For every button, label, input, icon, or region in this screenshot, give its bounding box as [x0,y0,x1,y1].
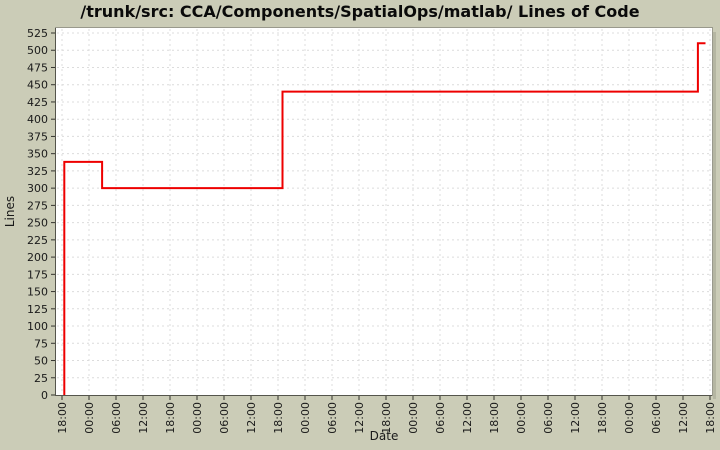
x-tick-label: 18:00 [380,402,393,434]
plot-background [56,28,712,395]
x-tick-label: 06:00 [650,402,663,434]
y-tick-label: 225 [27,234,48,247]
y-tick-label: 125 [27,303,48,316]
x-tick-label: 06:00 [326,402,339,434]
x-tick-label: 12:00 [677,402,690,434]
x-tick-label: 18:00 [272,402,285,434]
y-tick-label: 25 [34,372,48,385]
y-tick-label: 250 [27,217,48,230]
y-tick-label: 75 [34,337,48,350]
y-tick-label: 300 [27,182,48,195]
y-tick-label: 500 [27,44,48,57]
y-tick-label: 525 [27,27,48,40]
x-tick-label: 12:00 [245,402,258,434]
x-tick-label: 18:00 [56,402,69,434]
x-tick-label: 12:00 [461,402,474,434]
x-tick-label: 18:00 [596,402,609,434]
y-tick-label: 275 [27,199,48,212]
x-tick-label: 00:00 [191,402,204,434]
chart-title: /trunk/src: CCA/Components/SpatialOps/ma… [80,2,640,21]
x-tick-label: 00:00 [515,402,528,434]
x-tick-label: 06:00 [542,402,555,434]
y-tick-label: 175 [27,268,48,281]
x-tick-label: 18:00 [164,402,177,434]
y-axis-title: Lines [3,196,17,227]
y-tick-label: 0 [41,389,48,402]
x-tick-label: 00:00 [623,402,636,434]
plot-shadow [713,32,716,399]
y-tick-label: 375 [27,130,48,143]
x-tick-label: 00:00 [299,402,312,434]
x-tick-label: 12:00 [569,402,582,434]
x-tick-label: 06:00 [218,402,231,434]
y-tick-label: 325 [27,165,48,178]
x-tick-label: 06:00 [434,402,447,434]
y-tick-label: 350 [27,148,48,161]
x-tick-label: 12:00 [353,402,366,434]
x-tick-label: 12:00 [137,402,150,434]
y-tick-label: 400 [27,113,48,126]
y-tick-label: 475 [27,61,48,74]
x-tick-label: 06:00 [110,402,123,434]
x-axis-title: Date [370,429,399,443]
y-tick-label: 100 [27,320,48,333]
y-tick-label: 450 [27,79,48,92]
y-tick-label: 50 [34,355,48,368]
x-tick-label: 00:00 [83,402,96,434]
loc-series-line [63,42,706,395]
y-tick-label: 150 [27,286,48,299]
y-tick-label: 200 [27,251,48,264]
x-tick-label: 00:00 [407,402,420,434]
y-tick-label: 425 [27,96,48,109]
x-tick-label: 18:00 [488,402,501,434]
x-tick-label: 18:00 [704,402,717,434]
